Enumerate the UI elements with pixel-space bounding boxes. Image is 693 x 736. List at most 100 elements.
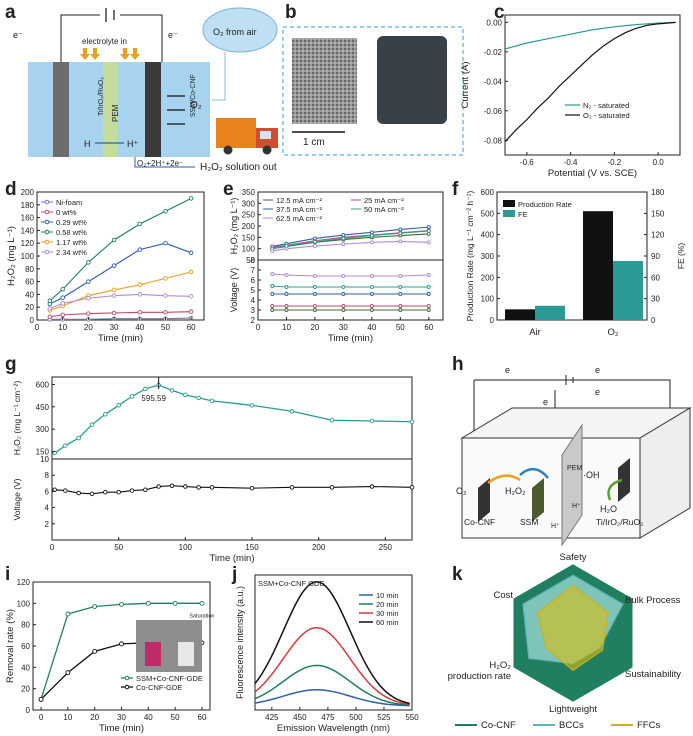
panel-i-series-0-point-2 [92, 604, 98, 609]
panel-e-h2o2-series-3-point-2 [312, 239, 317, 244]
panel-c-x-ticklabel-1: -0.4 [564, 158, 578, 167]
oxidation-arrow [607, 478, 623, 501]
panel-c-legend-1: O₂ - saturated [583, 111, 630, 120]
panel-e-voltage-series-3-point-1 [284, 285, 289, 289]
panel-c-series-0 [504, 21, 676, 50]
panel-d-series-1-point-5 [163, 310, 168, 315]
panel-d-series-1-point-6 [188, 309, 194, 314]
panel-e-voltage-series-0-point-0 [270, 308, 275, 312]
h-o2-label: O₂ [456, 486, 467, 496]
activation-arrow [519, 468, 549, 479]
panel-g-h2o2-series [54, 384, 413, 454]
panel-c-ylabel: Current (A) [460, 62, 471, 109]
panel-b-label: b [285, 2, 297, 23]
panel-j-x-ticklabel-1: 450 [293, 713, 307, 722]
panel-f-yleft-ticklabel-0: 0 [490, 316, 495, 325]
panel-c-y-ticklabel-3: -0.06 [484, 107, 503, 116]
panel-g-h2o2-series-point-4 [103, 412, 108, 417]
panel-g-voltage-series-point-11 [196, 485, 201, 490]
panel-g-voltage-series [54, 485, 413, 495]
panel-e-ytop-ticklabel-2: 250 [242, 211, 256, 220]
panel-c-x-ticklabel-0: -0.6 [520, 158, 534, 167]
panel-i-vial-before [145, 642, 161, 666]
panel-d-legend-marker-0 [44, 199, 50, 205]
panel-g-ytop-ticklabel-3: 150 [36, 448, 50, 457]
anode-plate-h [618, 458, 630, 502]
panel-g-ylabel-top: H₂O₂ (mg L⁻¹ cm⁻²) [12, 381, 22, 456]
panel-e-x-ticklabel-2: 20 [310, 323, 319, 332]
charts-layer: 0.00 -0.02 -0.04 -0.06 -0.08 -0.6 -0.4 -0.2 0.0 P… [5, 14, 686, 734]
panel-g-voltage-series-point-2 [76, 490, 81, 496]
co-cnf-photo [377, 36, 447, 124]
panel-d-series-5-point-3 [111, 293, 117, 298]
panel-g-voltage-series-point-9 [169, 483, 175, 488]
panel-g-voltage-series-point-6 [129, 488, 135, 493]
panel-e-voltage-series-1-point-2 [312, 304, 317, 308]
panel-e-ytop-ticklabel-4: 150 [242, 233, 256, 242]
ssm-label: SSM [520, 517, 538, 527]
panel-d-y-ticklabel-10: 200 [21, 188, 35, 197]
panel-d-legend-marker-3 [44, 229, 50, 235]
panel-d-x-ticklabel-1: 10 [58, 323, 67, 332]
panel-d-legend-1: 0 wt% [56, 208, 77, 217]
panel-k-legend-1: BCCs [559, 720, 584, 731]
panel-e-voltage-series-0-point-5 [398, 308, 403, 312]
panel-e-voltage-series-2-point-6 [426, 292, 431, 296]
panel-e-voltage-series-4-point-2 [312, 274, 317, 278]
panel-d-y-ticklabel-4: 80 [25, 265, 34, 274]
panel-k-series-2 [536, 584, 609, 672]
panel-i-series-0-point-5 [172, 600, 178, 606]
panel-i-ylabel: Removal rate (%) [5, 609, 16, 683]
panel-d-x-ticklabel-4: 40 [135, 323, 144, 332]
panel-e-voltage-series-1-point-0 [270, 304, 275, 308]
panel-d-series-3-point-6 [188, 196, 194, 201]
cell-side [639, 407, 691, 539]
panel-d-series-4-point-3 [111, 287, 117, 293]
panel-j-legend-2: 30 min [376, 609, 399, 618]
panel-f-legend-1: FE [518, 210, 528, 219]
panel-a-label: a [5, 2, 16, 23]
panel-j-series-1 [254, 664, 410, 706]
panel-g-h2o2-series-point-14 [289, 409, 295, 414]
panel-i-legend-marker-1 [124, 684, 130, 690]
panel-g-h2o2-series-point-2 [76, 435, 81, 441]
panel-e-ybot-ticklabel-1: 7 [251, 266, 256, 275]
panel-g-voltage-series-point-1 [63, 488, 68, 493]
scale-label: 1 cm [303, 137, 325, 148]
panel-e-frame [257, 191, 444, 321]
panel-c-x-ticklabel-2: -0.2 [607, 158, 621, 167]
panel-g-x-ticklabel-2: 100 [179, 543, 193, 552]
panel-g-x-ticklabel-0: 0 [50, 543, 55, 552]
panel-g-label: g [5, 354, 17, 375]
panel-g-x-ticklabel-4: 200 [312, 543, 326, 552]
panel-e-h2o2-series-4-point-2 [312, 243, 317, 248]
panel-e-legend-4: 62.5 mA cm⁻² [276, 214, 323, 223]
panel-j-x-ticklabel-0: 425 [265, 713, 279, 722]
pem-membrane [103, 62, 117, 157]
panel-d-legend-0: Ni-foam [56, 198, 82, 207]
panel-g-annotation: 595.59 [141, 394, 166, 403]
electron-left-label: e⁻ [13, 30, 23, 40]
electron-label-4: e [595, 387, 600, 397]
panel-i-x-ticklabel-0: 0 [39, 713, 44, 722]
panel-e-voltage-series-3-point-5 [398, 285, 403, 289]
cathode-label: SSM/Co-CNF [190, 74, 197, 117]
panel-f-bar-1-1 [613, 260, 643, 320]
anode-plate [53, 62, 69, 157]
panel-g-voltage-series-point-7 [143, 487, 148, 493]
electrolyte-arrows [80, 48, 140, 60]
panel-e-x-ticklabel-6: 60 [424, 323, 433, 332]
panel-d-series-5 [49, 293, 192, 309]
panel-e-h2o2-series-2-point-4 [369, 230, 374, 235]
panel-a-schematic: electrolyte in Ti/IrO₂/RuO₂ SSM/Co-CNF P… [13, 7, 278, 173]
panel-g-h2o2-series-point-16 [369, 418, 375, 424]
panel-e-voltage-series-0-point-6 [426, 308, 431, 312]
panel-g-ybot-ticklabel-2: 6 [45, 487, 50, 496]
panel-d-series-3-point-5 [163, 208, 168, 214]
panel-f-yleft-ticklabel-6: 600 [481, 188, 495, 197]
panel-f-yright-ticklabel-1: 30 [651, 295, 660, 304]
panel-k-axis-label-0: Safety [560, 552, 587, 563]
panel-e-h2o2-series-4-point-1 [284, 246, 289, 251]
panel-d-series-3-point-2 [86, 260, 91, 265]
panel-i-x-ticklabel-1: 10 [63, 713, 72, 722]
